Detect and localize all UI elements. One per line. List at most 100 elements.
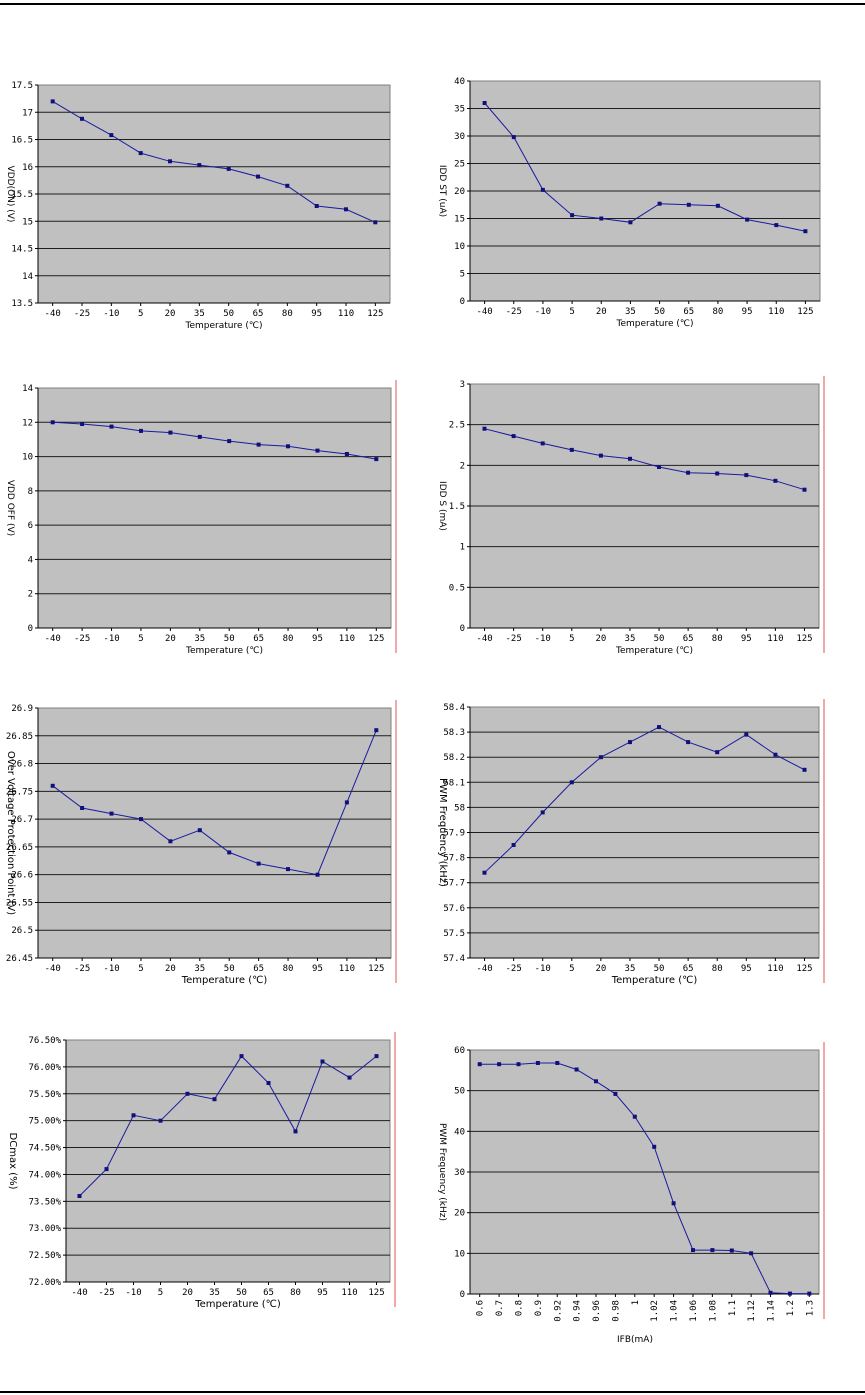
x-tick-label: 20 [165, 964, 176, 974]
x-tick-label: 35 [625, 964, 636, 974]
chart-idd-st: 0 5 10 15 20 25 30 35 40 -40 -25 -10 5 20 35 50 65 80 95 11… [437, 77, 821, 329]
x-tick-label: 50 [223, 309, 234, 319]
x-tick-label: 50 [654, 307, 665, 317]
data-point [158, 1118, 163, 1123]
data-point [686, 470, 691, 475]
data-point [657, 725, 661, 730]
x-tick-label: 35 [194, 964, 205, 974]
data-point [374, 1054, 379, 1059]
x-tick-label: -25 [74, 964, 90, 974]
x-tick-label: -10 [535, 964, 551, 974]
x-tick-label: 95 [311, 309, 322, 319]
series-line [479, 1062, 810, 1295]
y-tick-label: 3 [460, 380, 465, 390]
y-tick-label: 26.65 [6, 843, 33, 853]
x-tick-label: 1.12 [747, 1300, 757, 1322]
y-tick-label: 0.5 [449, 583, 465, 593]
y-tick-label: 16 [22, 163, 33, 173]
x-tick-label: 110 [767, 964, 783, 974]
x-axis-label: IFB(mA) [617, 1335, 653, 1345]
bottom-rule [0, 1391, 865, 1393]
data-point [540, 441, 545, 446]
y-tick-label: 73.00% [28, 1224, 61, 1234]
y-tick-label: 0 [460, 624, 465, 634]
x-tick-label: 125 [368, 1288, 384, 1298]
y-tick-label: 57.4 [443, 954, 465, 964]
chart-pwm-freq-ifb: 0 10 20 30 40 50 60 0.6 0.7 0.8 0.9 0.92 0.94 0.96 0.9… [437, 1042, 825, 1345]
x-tick-label: -40 [45, 634, 61, 644]
data-point [168, 839, 173, 844]
x-tick-label: 0.8 [514, 1300, 524, 1316]
data-point [286, 867, 290, 872]
y-tick-label: 30 [454, 1168, 465, 1178]
data-point [599, 216, 604, 221]
y-tick-label: 75.00% [28, 1117, 61, 1127]
data-point [109, 811, 114, 816]
y-tick-label: 20 [454, 187, 465, 197]
data-point [168, 430, 173, 435]
y-tick-label: 0 [28, 624, 33, 634]
y-tick-label: 60 [454, 1046, 465, 1056]
data-point [104, 1167, 109, 1172]
data-point [773, 752, 778, 757]
y-tick-label: 72.00% [28, 1278, 61, 1288]
y-tick-label: 26.7 [11, 815, 33, 825]
y-tick-label: 26.75 [6, 787, 33, 797]
y-tick-label: 2 [460, 461, 465, 471]
x-tick-label: 110 [339, 634, 355, 644]
y-tick-label: 20 [454, 1209, 465, 1219]
data-point [131, 1113, 136, 1118]
data-point [749, 1251, 754, 1256]
data-point [50, 783, 55, 788]
data-point [138, 151, 143, 156]
data-point [168, 159, 172, 164]
series-line [484, 428, 805, 491]
x-tick-label: 95 [312, 964, 323, 974]
x-tick-label: 125 [367, 309, 383, 319]
y-tick-label: 57.8 [443, 854, 465, 864]
data-point [77, 1194, 82, 1198]
x-tick-label: 110 [767, 634, 783, 644]
data-point [109, 424, 114, 429]
data-point [628, 220, 633, 225]
data-point [657, 465, 661, 469]
data-point [212, 1097, 217, 1102]
data-point [787, 1291, 792, 1296]
x-tick-label: 5 [569, 307, 574, 317]
data-point [774, 223, 779, 228]
y-tick-label: 1 [460, 543, 465, 553]
x-tick-label: -25 [505, 964, 521, 974]
x-tick-label: 110 [341, 1288, 357, 1298]
x-tick-label: 35 [209, 1288, 220, 1298]
x-tick-label: 1.08 [708, 1300, 718, 1322]
x-tick-label: 1.2 [786, 1300, 796, 1316]
y-tick-label: 14 [22, 384, 33, 394]
data-point [373, 220, 378, 225]
series-line [52, 100, 376, 223]
chart-dcmax: 72.00% 72.50% 73.00% 73.50% 74.00% 74.50% 75.0… [7, 1032, 396, 1310]
y-tick-label: 57.9 [443, 829, 465, 839]
data-point [598, 755, 603, 760]
y-tick-label: 73.50% [28, 1197, 61, 1207]
y-tick-label: 76.00% [28, 1063, 61, 1073]
y-tick-label: 10 [454, 242, 465, 252]
y-tick-label: 15 [454, 215, 465, 225]
data-point [197, 163, 202, 168]
y-tick-label: 0 [460, 1290, 465, 1300]
y-tick-label: 40 [454, 77, 465, 87]
x-tick-label: 95 [741, 964, 752, 974]
x-axis-label: Temperature (℃) [184, 321, 262, 331]
y-tick-label: 26.55 [6, 898, 33, 908]
data-point [511, 434, 516, 439]
data-point [320, 1059, 325, 1064]
x-tick-label: 1.14 [767, 1300, 777, 1322]
data-point [715, 203, 720, 208]
y-tick-label: 26.6 [11, 871, 33, 881]
data-point [482, 426, 487, 431]
x-tick-label: 125 [797, 307, 813, 317]
data-point [226, 166, 231, 171]
data-point [540, 187, 545, 192]
x-tick-label: 110 [339, 964, 355, 974]
data-point [344, 452, 349, 456]
x-tick-label: -25 [505, 634, 521, 644]
